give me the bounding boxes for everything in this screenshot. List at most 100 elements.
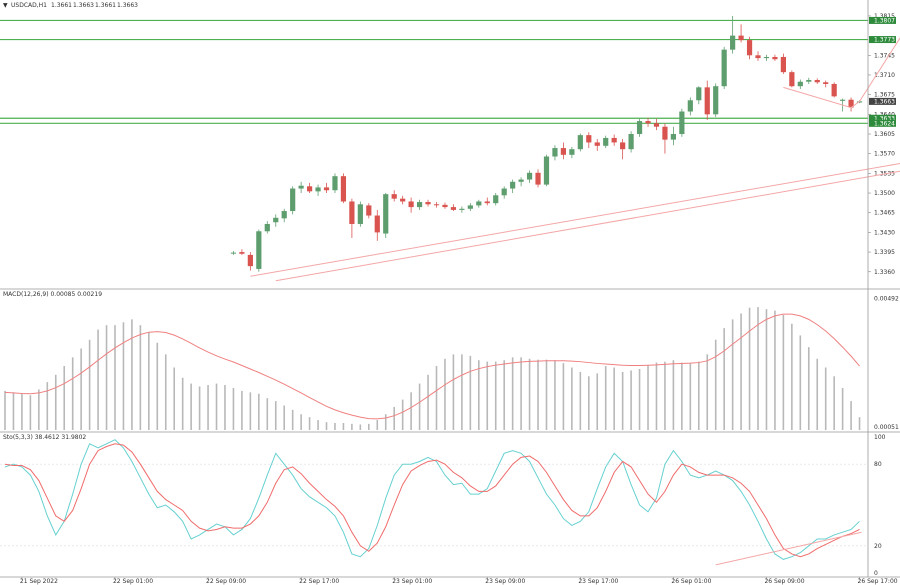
candle-body	[501, 188, 507, 196]
candle-body	[687, 100, 693, 112]
price-tick-label: 1.3605	[874, 131, 895, 138]
candle-body	[636, 121, 643, 135]
candle-body	[713, 86, 719, 115]
candle-body	[433, 204, 440, 206]
candle-body	[273, 217, 279, 223]
price-tick-label: 1.3570	[874, 151, 895, 158]
header-value-open: 1.3661	[51, 2, 72, 9]
time-tick-label: 23 Sep 17:00	[578, 578, 618, 585]
price-pane: 1.38151.37451.37101.36751.36401.36051.35…	[0, 13, 900, 282]
price-tick-label: 1.3430	[874, 229, 895, 236]
candle-body	[315, 187, 321, 192]
candle-body	[425, 202, 431, 205]
candle-body	[357, 204, 363, 224]
level-price-box	[869, 16, 896, 24]
candle-body	[662, 126, 668, 140]
candle-body	[797, 81, 803, 87]
current-price-label: 1.3663	[874, 98, 895, 105]
candle-body	[823, 82, 829, 84]
candle-body	[670, 134, 677, 140]
candle-body	[383, 194, 389, 234]
candle-body	[442, 204, 448, 208]
candle-body	[628, 134, 634, 150]
candle-body	[577, 135, 583, 150]
candle-body	[552, 148, 558, 157]
stoch-tick-label: 20	[874, 543, 882, 550]
candle-body	[814, 80, 820, 83]
candle-body	[848, 99, 854, 108]
candle-body	[789, 72, 795, 87]
level-price-box	[869, 36, 896, 44]
support-trend-line	[275, 170, 900, 282]
candle-body	[721, 49, 727, 87]
candle-body	[400, 198, 406, 202]
macd-tick-label: 0.00051	[874, 424, 899, 431]
level-price-label: 1.3624	[874, 120, 895, 127]
price-tick-label: 1.3465	[874, 210, 895, 217]
candle-body	[256, 231, 262, 269]
price-tick-label: 1.3745	[874, 52, 895, 59]
macd-title: MACD(12,26,9) 0.00085 0.00219	[3, 291, 102, 298]
time-tick-label: 22 Sep 17:00	[299, 578, 339, 585]
stoch-trend-line	[715, 531, 862, 566]
header-value-close: 1.3663	[117, 2, 138, 9]
candle-body	[281, 211, 287, 219]
time-tick-label: 22 Sep 01:00	[113, 578, 153, 585]
stoch-main-line	[4, 439, 860, 560]
candle-body	[416, 202, 423, 208]
current-price-box	[869, 97, 896, 105]
candle-body	[696, 87, 702, 101]
candle-body	[620, 142, 626, 150]
candle-body	[467, 205, 473, 209]
candle-body	[518, 179, 524, 182]
candle-body	[290, 188, 296, 212]
price-tick-label: 1.3675	[874, 92, 895, 99]
price-tick-label: 1.3395	[874, 249, 895, 256]
support-trend-line	[250, 163, 900, 277]
level-price-label: 1.3633	[874, 115, 895, 122]
candle-body	[780, 56, 786, 73]
candle-body	[704, 87, 710, 115]
candle-body	[484, 201, 490, 204]
header-arrow-icon: ▼	[3, 2, 8, 9]
candle-body	[306, 186, 313, 192]
candle-body	[645, 121, 651, 124]
candle-body	[603, 137, 609, 146]
stoch-title: Sto(5,3,3) 38.4612 31.9802	[3, 434, 86, 441]
candle-body	[831, 83, 837, 97]
macd-tick-label: 0.00492	[874, 295, 899, 302]
candle-body	[755, 55, 761, 59]
candle-body	[247, 254, 253, 267]
candle-body	[340, 176, 347, 202]
candle-body	[569, 149, 575, 155]
macd-pane: MACD(12,26,9) 0.00085 0.00219 0.00492 0.0…	[3, 291, 899, 431]
stoch-signal-line	[4, 443, 860, 558]
time-tick-label: 26 Sep 01:00	[671, 578, 711, 585]
candle-body	[679, 111, 685, 135]
header-value-high: 1.3663	[73, 2, 94, 9]
candle-body	[594, 142, 600, 146]
candle-body	[763, 56, 770, 59]
time-tick-label: 26 Sep 09:00	[764, 578, 804, 585]
header-value-low: 1.3661	[95, 2, 116, 9]
stoch-pane: Sto(5,3,3) 38.4612 31.9802 100 80 20 0	[0, 434, 886, 577]
time-tick-label: 21 Sep 2022	[20, 578, 58, 585]
time-tick-label: 22 Sep 09:00	[206, 578, 246, 585]
time-tick-label: 26 Sep 17:00	[858, 578, 898, 585]
candle-body	[738, 35, 744, 41]
macd-signal-line	[4, 313, 860, 420]
price-tick-label: 1.3710	[874, 72, 895, 79]
candle-body	[611, 137, 617, 143]
candle-body	[450, 207, 457, 210]
candle-body	[840, 99, 846, 101]
candle-body	[730, 35, 736, 50]
candle-body	[264, 223, 270, 232]
candle-body	[230, 252, 237, 254]
candle-body	[493, 195, 499, 204]
candle-body	[374, 215, 380, 233]
candle-body	[746, 40, 753, 56]
candle-body	[535, 172, 541, 185]
candle-body	[560, 148, 567, 155]
candle-body	[806, 80, 812, 82]
